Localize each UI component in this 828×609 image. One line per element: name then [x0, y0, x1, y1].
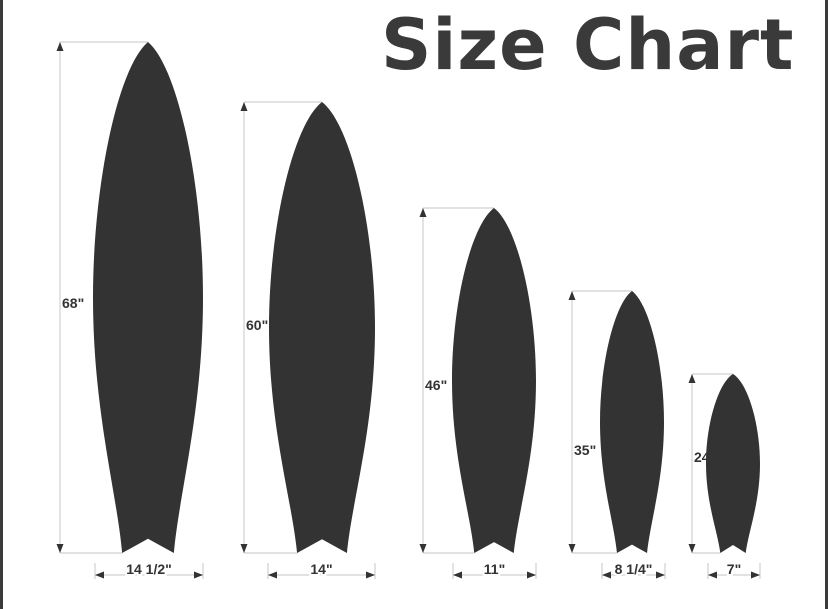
- arrow-left-icon: [268, 571, 277, 579]
- surfboard-shape: [269, 102, 375, 553]
- arrow-down-icon: [688, 544, 696, 553]
- surfboard-shape: [600, 291, 664, 553]
- length-label: 46": [425, 377, 447, 393]
- surfboard-shape: [706, 374, 760, 553]
- arrow-up-icon: [688, 374, 696, 383]
- arrow-up-icon: [56, 42, 64, 51]
- arrow-up-icon: [240, 102, 248, 111]
- width-label: 14": [310, 561, 332, 577]
- arrow-right-icon: [366, 571, 375, 579]
- arrow-left-icon: [602, 571, 611, 579]
- surfboard-shape: [452, 208, 536, 553]
- arrow-down-icon: [419, 544, 427, 553]
- arrow-right-icon: [527, 571, 536, 579]
- length-label: 35": [574, 442, 596, 458]
- surfboard-shape: [93, 42, 203, 553]
- length-label: 68": [62, 295, 84, 311]
- width-label: 14 1/2": [126, 561, 172, 577]
- arrow-left-icon: [95, 571, 104, 579]
- arrow-up-icon: [419, 208, 427, 217]
- arrow-down-icon: [56, 544, 64, 553]
- arrow-down-icon: [240, 544, 248, 553]
- arrow-up-icon: [568, 291, 576, 300]
- width-label: 7": [727, 561, 741, 577]
- arrow-down-icon: [568, 544, 576, 553]
- arrow-left-icon: [708, 571, 717, 579]
- width-label: 11": [484, 561, 505, 577]
- width-label: 8 1/4": [615, 561, 653, 577]
- length-label: 24": [694, 449, 716, 465]
- arrow-right-icon: [194, 571, 203, 579]
- chart-title: Size Chart: [381, 4, 795, 86]
- length-label: 60": [246, 317, 268, 333]
- arrow-right-icon: [751, 571, 760, 579]
- arrow-right-icon: [656, 571, 665, 579]
- arrow-left-icon: [453, 571, 462, 579]
